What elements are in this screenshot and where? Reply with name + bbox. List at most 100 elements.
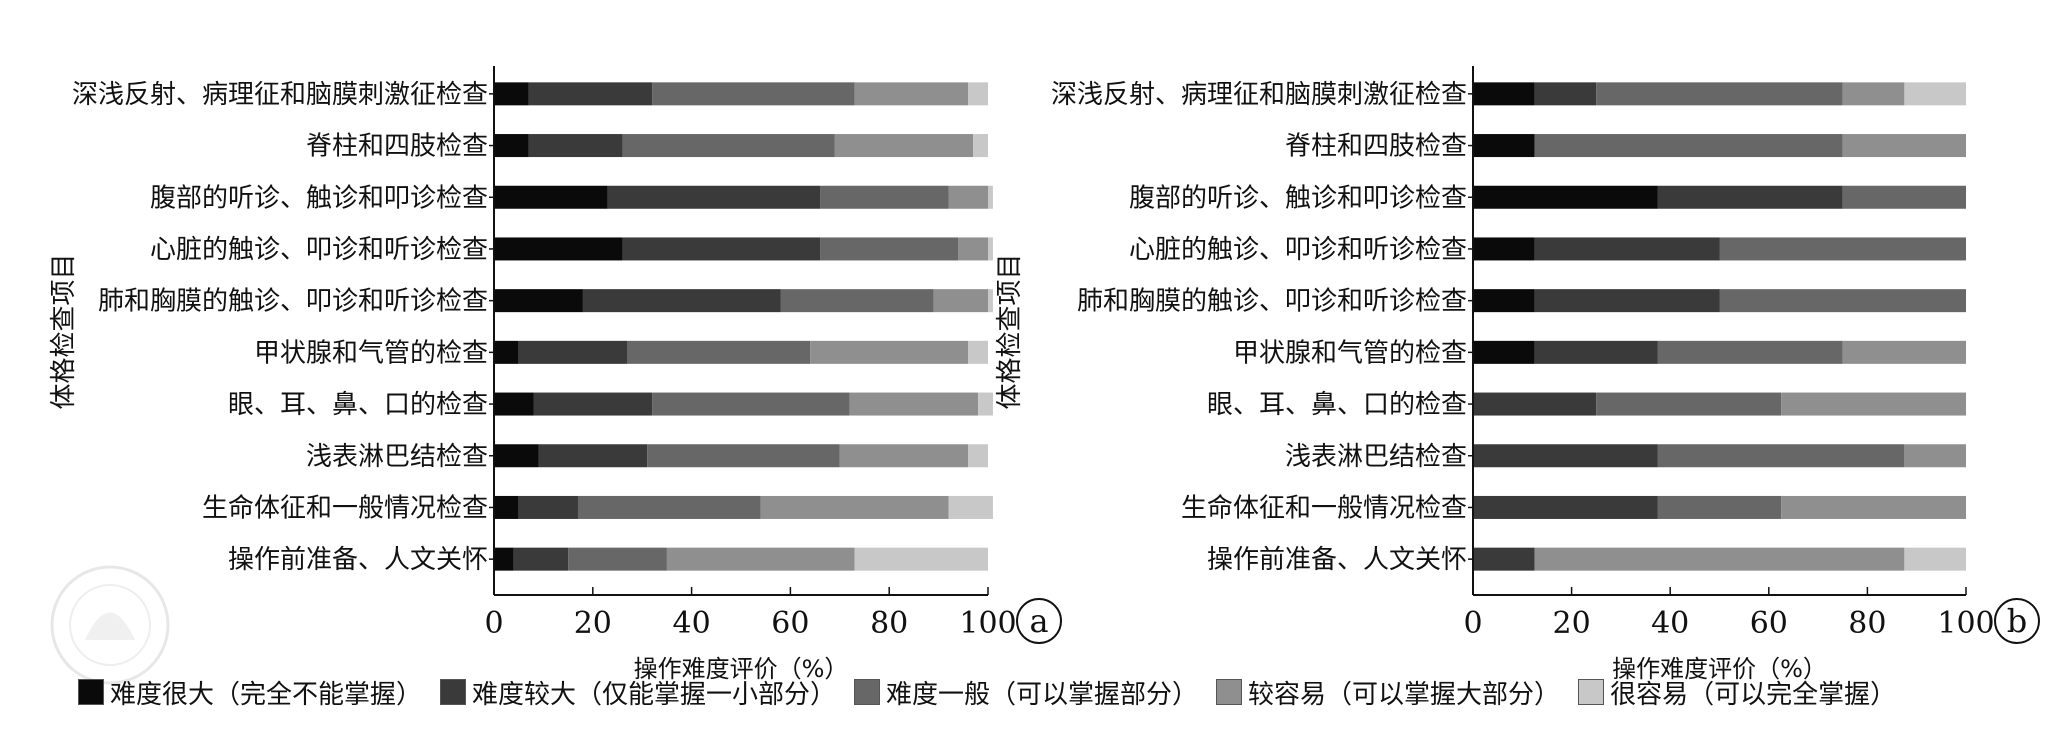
- category-label: 操作前准备、人文关怀: [228, 545, 488, 575]
- bar-segment: [854, 547, 988, 571]
- bar-segment: [1596, 82, 1843, 106]
- legend-item: 难度很大（完全不能掌握）: [78, 674, 422, 711]
- legend-label: 难度一般（可以掌握部分）: [886, 679, 1199, 710]
- legend-label: 较容易（可以掌握大部分）: [1248, 679, 1561, 710]
- category-label: 浅表淋巴结检查: [1285, 442, 1467, 472]
- bar-segment: [1904, 547, 1966, 571]
- bar-segment: [1781, 392, 1966, 416]
- bar-segment: [494, 134, 529, 158]
- category-label: 腹部的听诊、触诊和叩诊检查: [1129, 183, 1467, 213]
- chart-panel-b: 深浅反射、病理征和脑膜刺激征检查脊柱和四肢检查腹部的听诊、触诊和叩诊检查心脏的触…: [995, 66, 2040, 683]
- bar-segment: [607, 185, 821, 209]
- bar-segment: [494, 495, 519, 519]
- bar-segment: [568, 547, 667, 571]
- bar-segment: [622, 237, 821, 261]
- bar-segment: [1596, 392, 1782, 416]
- legend-swatch: [440, 679, 467, 705]
- bar-segment: [849, 392, 979, 416]
- category-label: 脊柱和四肢检查: [1285, 132, 1467, 162]
- category-label: 肺和胸膜的触诊、叩诊和听诊检查: [98, 287, 488, 317]
- category-label: 眼、耳、鼻、口的检查: [1207, 390, 1467, 420]
- x-tick-label: 20: [574, 606, 612, 641]
- legend-item: 较容易（可以掌握大部分）: [1216, 674, 1560, 711]
- x-tick-label: 40: [673, 606, 711, 641]
- category-label: 深浅反射、病理征和脑膜刺激征检查: [1051, 80, 1467, 110]
- category-label: 腹部的听诊、触诊和叩诊检查: [150, 183, 488, 213]
- bar-segment: [968, 340, 988, 364]
- bar-segment: [988, 185, 993, 209]
- category-label: 脊柱和四肢检查: [306, 132, 488, 162]
- bar-segment: [978, 392, 993, 416]
- bar-segment: [1657, 444, 1905, 468]
- bar-segment: [1473, 237, 1535, 261]
- bar-segment: [968, 444, 988, 468]
- x-axis-title: 操作难度评价（%）: [634, 655, 849, 683]
- legend-swatch: [78, 679, 104, 705]
- bar-segment: [958, 237, 988, 261]
- category-label: 心脏的触诊、叩诊和听诊检查: [1129, 235, 1467, 265]
- category-label: 肺和胸膜的触诊、叩诊和听诊检查: [1077, 287, 1467, 317]
- x-tick-label: 60: [771, 606, 809, 641]
- bar-segment: [533, 392, 653, 416]
- category-label: 眼、耳、鼻、口的检查: [228, 390, 488, 420]
- bar-segment: [780, 289, 934, 313]
- bar-segment: [820, 237, 959, 261]
- bar-segment: [494, 547, 514, 571]
- bar-segment: [1534, 289, 1720, 313]
- bar-segment: [518, 495, 578, 519]
- panel-label-circle: [1994, 598, 2040, 644]
- x-tick-label: 100: [959, 606, 1016, 641]
- legend-item: 很容易（可以完全掌握）: [1578, 674, 1896, 711]
- bar-segment: [1473, 82, 1535, 106]
- legend-label: 难度很大（完全不能掌握）: [110, 679, 423, 710]
- bar-segment: [760, 495, 949, 519]
- bar-segment: [1842, 340, 1966, 364]
- bar-segment: [494, 82, 529, 106]
- legend-swatch: [854, 679, 881, 705]
- legend-swatch: [1216, 679, 1243, 705]
- bar-segment: [933, 289, 988, 313]
- chart-legend: 难度很大（完全不能掌握） 难度较大（仅能掌握一小部分） 难度一般（可以掌握部分） 较容…: [78, 672, 1914, 712]
- bar-segment: [834, 134, 974, 158]
- bar-segment: [582, 289, 781, 313]
- bar-segment: [538, 444, 648, 468]
- bar-segment: [528, 82, 653, 106]
- category-label: 深浅反射、病理征和脑膜刺激征检查: [72, 80, 488, 110]
- panel-label: a: [1029, 602, 1048, 640]
- bar-segment: [1473, 134, 1535, 158]
- x-tick-label: 80: [1848, 606, 1886, 641]
- bar-segment: [652, 82, 855, 106]
- category-label: 浅表淋巴结检查: [306, 442, 488, 472]
- bar-segment: [854, 82, 969, 106]
- bar-segment: [1719, 289, 1966, 313]
- x-tick-label: 20: [1553, 606, 1591, 641]
- bar-segment: [494, 392, 534, 416]
- x-axis-title: 操作难度评价（%）: [1612, 655, 1827, 683]
- bar-segment: [1842, 185, 1966, 209]
- bar-segment: [494, 289, 583, 313]
- bar-segment: [1904, 444, 1966, 468]
- panel-label: b: [2007, 602, 2027, 640]
- bar-segment: [1534, 82, 1597, 106]
- bar-segment: [518, 340, 628, 364]
- x-tick-label: 0: [484, 606, 503, 641]
- bar-segment: [494, 237, 623, 261]
- bar-segment: [513, 547, 569, 571]
- legend-label: 难度较大（仅能掌握一小部分）: [472, 679, 837, 710]
- x-tick-label: 40: [1651, 606, 1689, 641]
- chart-panel-a: 深浅反射、病理征和脑膜刺激征检查脊柱和四肢检查腹部的听诊、触诊和叩诊检查心脏的触…: [49, 66, 1062, 683]
- bar-segment: [948, 185, 988, 209]
- y-axis-title: 体格检查项目: [49, 253, 79, 409]
- category-label: 生命体征和一般情况检查: [1181, 493, 1467, 523]
- bar-segment: [1473, 185, 1658, 209]
- bar-segment: [1473, 392, 1597, 416]
- category-label: 操作前准备、人文关怀: [1207, 545, 1467, 575]
- x-tick-label: 0: [1463, 606, 1482, 641]
- bar-segment: [839, 444, 969, 468]
- bar-segment: [652, 392, 850, 416]
- bar-segment: [494, 185, 608, 209]
- bar-segment: [1842, 134, 1966, 158]
- bar-segment: [1473, 340, 1535, 364]
- category-label: 甲状腺和气管的检查: [254, 338, 488, 368]
